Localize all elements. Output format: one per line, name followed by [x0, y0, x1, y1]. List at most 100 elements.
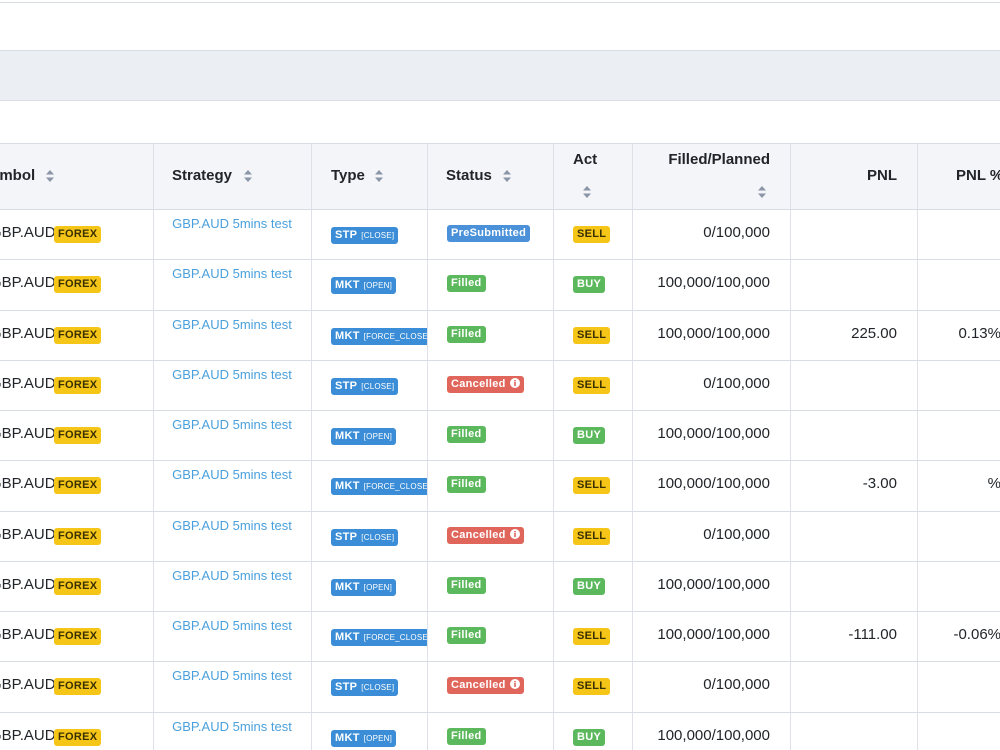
filled: 100,000/100,000: [657, 726, 770, 744]
type-badge: STP [CLOSE]: [331, 679, 399, 697]
type-cell: MKT [OPEN]: [331, 275, 427, 295]
filled: 0/100,000: [703, 224, 770, 242]
type: MKT: [335, 480, 360, 493]
type-cell: MKT [OPEN]: [331, 577, 427, 596]
header-cell[interactable]: Type: [331, 167, 365, 184]
row-divider: [0, 561, 1000, 562]
column-divider: [153, 143, 154, 750]
filled: 0/100,000: [703, 374, 770, 392]
type: MKT: [335, 631, 360, 644]
type-cell: STP [CLOSE]: [331, 677, 427, 697]
strategy-link[interactable]: GBP.AUD 5mins test: [172, 417, 292, 433]
type-cell: STP [CLOSE]: [331, 527, 427, 546]
sort-icon[interactable]: [757, 185, 767, 199]
type-cell: MKT [FORCE_CLOSE]: [331, 326, 427, 345]
pnl-pct: 0.13%: [958, 324, 1000, 342]
strategy-link[interactable]: GBP.AUD 5mins test: [172, 266, 292, 282]
order-role: [CLOSE]: [361, 532, 395, 542]
action-badge: BUY: [573, 276, 606, 294]
sort-icon[interactable]: [374, 169, 384, 183]
strategy-link[interactable]: GBP.AUD 5mins test: [172, 467, 292, 483]
market-badge: FOREX: [54, 628, 102, 646]
column-divider: [917, 143, 918, 750]
row-divider: [0, 611, 1000, 612]
sort-icon[interactable]: [243, 169, 253, 183]
row-divider: [0, 259, 1000, 260]
filled: 100,000/100,000: [657, 274, 770, 292]
filled: 0/100,000: [703, 676, 770, 694]
sort-icon[interactable]: [502, 169, 512, 183]
market-badge: FOREX: [54, 728, 102, 746]
type-badge: STP [CLOSE]: [331, 227, 399, 245]
filled: 100,000/100,000: [657, 626, 770, 644]
action-badge: SELL: [573, 477, 611, 495]
pnl: -3.00: [862, 475, 897, 493]
sort-icon[interactable]: [582, 185, 592, 199]
strategy-link[interactable]: GBP.AUD 5mins test: [172, 216, 292, 232]
action-badge: SELL: [573, 527, 611, 545]
strategy-link[interactable]: GBP.AUD 5mins test: [172, 316, 292, 332]
info-icon[interactable]: [509, 377, 520, 388]
row-divider: [0, 460, 1000, 461]
header-cell[interactable]: PNL: [867, 167, 897, 184]
filled: 100,000/100,000: [657, 425, 770, 443]
header-cell[interactable]: Status: [446, 167, 492, 184]
symbol: GBP.AUD: [0, 425, 56, 443]
symbol: GBP.AUD: [0, 525, 56, 543]
header-cell[interactable]: Strategy: [172, 167, 233, 184]
type-badge: STP [CLOSE]: [331, 528, 399, 546]
strategy-link[interactable]: GBP.AUD 5mins test: [172, 668, 292, 684]
action-badge: BUY: [573, 577, 606, 595]
strategy-link[interactable]: GBP.AUD 5mins test: [172, 517, 292, 533]
type: STP: [335, 379, 358, 392]
border: [0, 143, 1000, 144]
strategy-link[interactable]: GBP.AUD 5mins test: [172, 718, 292, 734]
action-badge: SELL: [573, 628, 611, 646]
type: STP: [335, 229, 358, 242]
symbol: GBP.AUD: [0, 324, 56, 342]
order-role: [FORCE_CLOSE]: [363, 633, 427, 643]
column-divider: [790, 143, 791, 750]
status-badge: Filled: [447, 627, 486, 645]
market-badge: FOREX: [54, 226, 102, 244]
filled: 100,000/100,000: [657, 575, 770, 593]
type: MKT: [335, 329, 360, 342]
status-badge: Cancelled: [447, 677, 524, 695]
type: MKT: [335, 580, 360, 593]
type-badge: MKT [OPEN]: [331, 729, 397, 747]
action-badge: SELL: [573, 226, 611, 244]
action-badge: BUY: [573, 427, 606, 445]
order-role: [OPEN]: [363, 281, 393, 291]
header-cell[interactable]: PNL %: [956, 167, 1000, 184]
type: STP: [335, 530, 358, 543]
column-divider: [311, 143, 312, 750]
type-badge: STP [CLOSE]: [331, 377, 399, 395]
strategy-link[interactable]: GBP.AUD 5mins test: [172, 366, 292, 382]
strategy-link[interactable]: GBP.AUD 5mins test: [172, 567, 292, 583]
market-badge: FOREX: [54, 477, 102, 495]
type-badge: MKT [FORCE_CLOSE]: [331, 629, 427, 647]
status-badge: Filled: [447, 275, 486, 293]
type: MKT: [335, 731, 360, 744]
header-cell[interactable]: Symbol: [0, 167, 36, 184]
symbol: GBP.AUD: [0, 676, 56, 694]
info-icon[interactable]: [509, 528, 520, 539]
info-icon[interactable]: [509, 679, 520, 690]
row-divider: [0, 712, 1000, 713]
market-badge: FOREX: [54, 678, 102, 696]
header-cell[interactable]: Filled/Planned: [668, 151, 770, 168]
pnl-pct: -0.06%: [953, 626, 1000, 644]
type-cell: MKT [OPEN]: [331, 426, 427, 446]
column-divider: [427, 143, 428, 750]
order-role: [CLOSE]: [361, 231, 395, 241]
order-role: [CLOSE]: [361, 381, 395, 391]
action-badge: SELL: [573, 678, 611, 696]
order-role: [FORCE_CLOSE]: [363, 482, 427, 492]
filled: 0/100,000: [703, 525, 770, 543]
header-cell[interactable]: Act: [573, 151, 598, 168]
strategy-link[interactable]: GBP.AUD 5mins test: [172, 618, 292, 634]
filled: 100,000/100,000: [657, 475, 770, 493]
column-divider: [632, 143, 633, 750]
status-badge: Cancelled: [447, 375, 524, 393]
sort-icon[interactable]: [45, 169, 55, 183]
